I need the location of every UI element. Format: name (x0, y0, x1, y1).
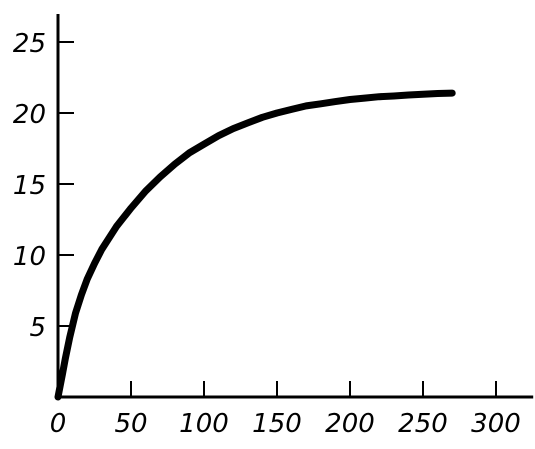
x-tick-label: 100 (179, 409, 229, 439)
x-tick-label: 150 (252, 409, 302, 439)
tick-labels: 0 50 100 150 200 250 300 5 10 15 20 25 (13, 29, 521, 439)
x-tick-label: 0 (50, 409, 67, 439)
axes (56, 14, 534, 399)
data-series (54, 89, 456, 401)
x-tick-label: 200 (325, 409, 375, 439)
y-tick-label: 5 (29, 313, 46, 343)
y-tick-label: 10 (13, 242, 46, 272)
y-tick-label: 20 (13, 100, 46, 130)
x-tick-label: 250 (398, 409, 448, 439)
axis-ticks (58, 41, 497, 397)
y-tick-label: 15 (13, 171, 46, 201)
x-tick-label: 50 (114, 409, 147, 439)
y-tick-label: 25 (13, 29, 46, 59)
series-line (54, 89, 456, 401)
x-tick-label: 300 (471, 409, 521, 439)
